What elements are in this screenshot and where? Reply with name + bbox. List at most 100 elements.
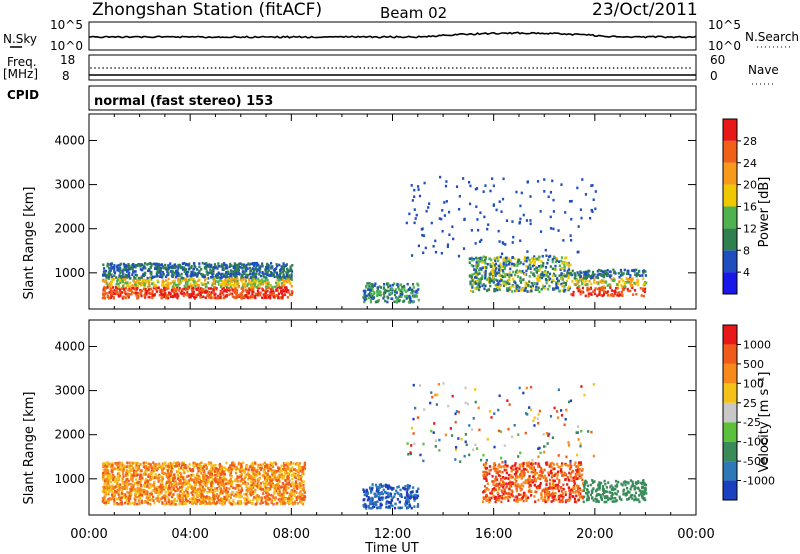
data-cell bbox=[216, 296, 219, 300]
data-cell bbox=[176, 464, 180, 467]
data-cell bbox=[261, 288, 264, 292]
data-cell bbox=[257, 478, 261, 481]
data-cell bbox=[209, 271, 212, 275]
power-colorbar-label: Power [dB] bbox=[757, 177, 772, 248]
data-cell bbox=[115, 276, 118, 279]
data-cell bbox=[597, 282, 600, 285]
data-cell bbox=[217, 499, 220, 502]
data-cell bbox=[182, 498, 185, 502]
data-cell bbox=[516, 262, 519, 266]
data-cell bbox=[563, 285, 566, 288]
data-cell bbox=[237, 486, 240, 490]
data-cell bbox=[395, 300, 398, 303]
data-cell bbox=[187, 287, 190, 291]
data-cell bbox=[519, 276, 522, 280]
data-cell bbox=[368, 282, 371, 285]
data-cell bbox=[120, 466, 123, 470]
data-cell bbox=[578, 278, 581, 281]
data-cell bbox=[591, 210, 594, 214]
nave-dot bbox=[588, 67, 591, 69]
data-cell bbox=[187, 492, 190, 496]
data-cell bbox=[276, 475, 279, 478]
data-cell bbox=[164, 293, 167, 297]
data-cell bbox=[158, 270, 162, 274]
data-cell bbox=[394, 293, 397, 297]
data-cell bbox=[213, 490, 216, 493]
data-cell bbox=[230, 468, 233, 472]
data-cell bbox=[277, 296, 280, 300]
data-cell bbox=[106, 294, 110, 298]
data-cell bbox=[554, 260, 557, 264]
data-cell bbox=[290, 469, 293, 473]
data-cell bbox=[236, 501, 240, 505]
beam-label: Beam 02 bbox=[380, 4, 447, 22]
data-cell bbox=[229, 466, 232, 470]
data-cell bbox=[156, 467, 159, 470]
data-cell bbox=[268, 464, 271, 467]
data-cell bbox=[250, 469, 253, 473]
data-cell bbox=[504, 256, 507, 260]
data-cell bbox=[126, 490, 129, 494]
data-cell bbox=[179, 291, 182, 295]
data-cell bbox=[421, 233, 424, 237]
data-cell bbox=[168, 485, 171, 488]
data-cell bbox=[294, 476, 297, 480]
data-cell bbox=[288, 495, 291, 498]
data-cell bbox=[179, 279, 182, 283]
data-cell bbox=[508, 271, 511, 274]
data-cell bbox=[524, 281, 527, 285]
nave-dot bbox=[190, 67, 193, 69]
data-cell bbox=[245, 465, 248, 468]
data-cell bbox=[289, 493, 292, 496]
nave-dot bbox=[363, 67, 366, 69]
data-cell bbox=[254, 295, 257, 298]
data-cell bbox=[124, 266, 127, 270]
data-cell bbox=[243, 493, 246, 496]
data-cell bbox=[478, 280, 482, 283]
data-cell bbox=[249, 485, 252, 489]
data-cell bbox=[203, 477, 206, 481]
data-cell bbox=[211, 497, 214, 500]
data-cell bbox=[193, 465, 196, 469]
data-cell bbox=[200, 498, 203, 502]
data-cell bbox=[505, 259, 508, 263]
data-cell bbox=[518, 269, 521, 273]
data-cell bbox=[129, 502, 132, 505]
data-cell bbox=[218, 283, 222, 286]
data-cell bbox=[577, 250, 580, 254]
data-cell bbox=[114, 485, 118, 488]
data-cell bbox=[154, 473, 157, 476]
data-cell bbox=[222, 268, 225, 272]
data-cell bbox=[526, 180, 530, 183]
data-cell bbox=[116, 483, 119, 487]
data-cell bbox=[199, 492, 202, 496]
data-cell bbox=[146, 480, 150, 483]
data-cell bbox=[292, 468, 296, 471]
data-cell bbox=[216, 501, 219, 504]
data-cell bbox=[283, 502, 286, 505]
data-cell bbox=[104, 501, 107, 505]
data-cell bbox=[160, 487, 163, 490]
data-cell bbox=[163, 471, 166, 475]
data-cell bbox=[363, 296, 366, 300]
data-cell bbox=[569, 234, 572, 237]
data-cell bbox=[408, 212, 411, 216]
data-cell bbox=[413, 195, 416, 199]
data-cell bbox=[603, 290, 606, 293]
data-cell bbox=[486, 278, 489, 281]
data-cell bbox=[271, 485, 274, 488]
data-cell bbox=[593, 281, 596, 284]
data-cell bbox=[369, 288, 372, 292]
data-cell bbox=[555, 257, 559, 260]
data-cell bbox=[576, 271, 579, 274]
data-cell bbox=[111, 289, 114, 293]
data-cell bbox=[585, 274, 588, 278]
data-cell bbox=[265, 276, 268, 279]
data-cell bbox=[113, 499, 116, 503]
data-cell bbox=[266, 264, 269, 268]
data-cell bbox=[541, 254, 544, 258]
data-cell bbox=[184, 498, 188, 502]
data-cell bbox=[132, 265, 135, 269]
data-cell bbox=[498, 266, 501, 269]
data-cell bbox=[267, 269, 270, 272]
